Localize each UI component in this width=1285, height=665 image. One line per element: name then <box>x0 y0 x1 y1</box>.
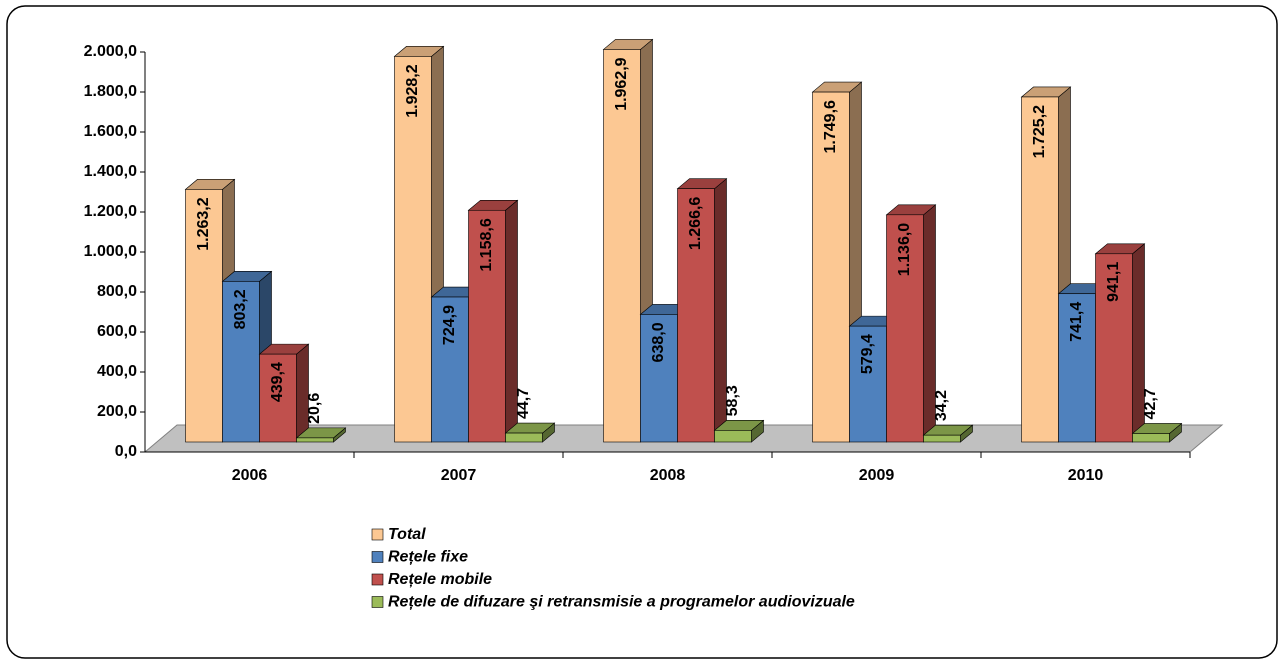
bar <box>1132 433 1170 443</box>
bar <box>1021 96 1059 443</box>
bar <box>1058 293 1096 443</box>
value-label: 1.725,2 <box>1031 105 1048 158</box>
y-tick-label: 400,0 <box>97 363 137 380</box>
y-tick-label: 800,0 <box>97 283 137 300</box>
bar <box>812 91 850 443</box>
bar <box>1095 253 1133 443</box>
bar <box>640 314 678 443</box>
value-label: 741,4 <box>1068 302 1085 342</box>
y-tick-label: 1.600,0 <box>84 123 137 140</box>
x-tick-label: 2006 <box>232 467 268 484</box>
y-tick-label: 200,0 <box>97 403 137 420</box>
value-label: 20,6 <box>306 393 323 424</box>
value-label: 1.136,0 <box>896 223 913 276</box>
value-label: 34,2 <box>933 390 950 421</box>
x-tick-label: 2007 <box>441 467 477 484</box>
bar <box>222 281 260 443</box>
x-tick-label: 2008 <box>650 467 686 484</box>
y-tick-label: 1.200,0 <box>84 203 137 220</box>
value-label: 803,2 <box>232 289 249 329</box>
y-tick-label: 1.800,0 <box>84 83 137 100</box>
y-tick-label: 1.400,0 <box>84 163 137 180</box>
bar <box>185 189 223 443</box>
value-label: 58,3 <box>724 385 741 416</box>
value-label: 1.928,2 <box>404 64 421 117</box>
legend-label: Rețele fixe <box>388 549 468 566</box>
bar <box>296 437 334 443</box>
value-label: 1.749,6 <box>822 100 839 153</box>
value-label: 1.266,6 <box>687 197 704 250</box>
value-label: 724,9 <box>441 305 458 345</box>
legend-label: Rețele mobile <box>388 571 492 588</box>
bar <box>714 430 752 443</box>
value-label: 42,7 <box>1142 388 1159 419</box>
value-label: 439,4 <box>269 362 286 402</box>
value-label: 638,0 <box>650 322 667 362</box>
bar <box>603 49 641 443</box>
legend-label: Total <box>388 526 426 543</box>
legend-swatch <box>371 528 384 541</box>
bar <box>923 434 961 443</box>
bar <box>259 353 297 443</box>
y-tick-label: 1.000,0 <box>84 243 137 260</box>
value-label: 1.962,9 <box>613 57 630 110</box>
legend-label: Rețele de difuzare şi retransmisie a pro… <box>388 594 855 611</box>
x-tick-label: 2009 <box>859 467 895 484</box>
x-tick-label: 2010 <box>1068 467 1104 484</box>
y-tick-label: 2.000,0 <box>84 43 137 60</box>
y-tick-label: 0,0 <box>115 443 137 460</box>
legend-swatch <box>371 573 384 586</box>
value-label: 1.158,6 <box>478 218 495 271</box>
bar <box>394 56 432 443</box>
value-label: 579,4 <box>859 334 876 374</box>
bar <box>468 209 506 443</box>
legend-swatch <box>371 551 384 563</box>
legend-swatch <box>371 596 384 608</box>
bar <box>505 432 543 443</box>
value-label: 941,1 <box>1105 262 1122 302</box>
bar <box>431 296 469 443</box>
y-tick-label: 600,0 <box>97 323 137 340</box>
bar <box>886 214 924 443</box>
value-label: 1.263,2 <box>195 197 212 250</box>
bar <box>677 188 715 443</box>
value-label: 44,7 <box>515 388 532 419</box>
